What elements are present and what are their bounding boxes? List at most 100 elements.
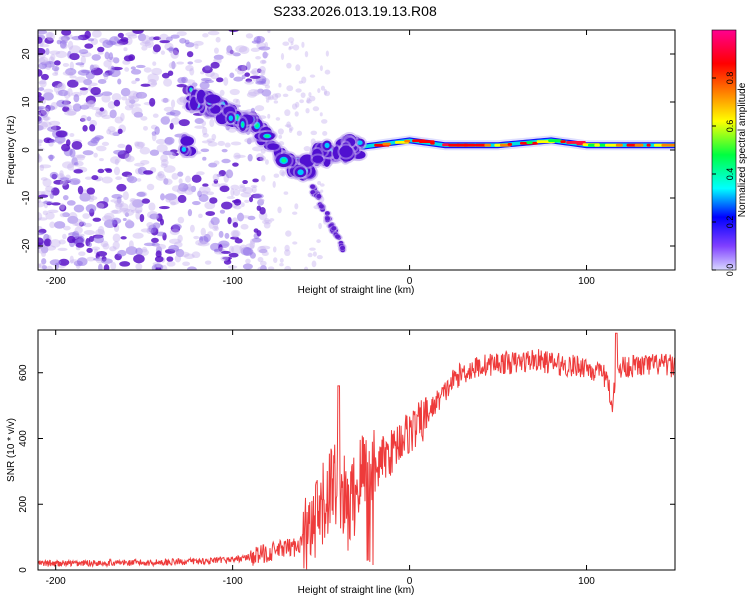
spectrogram-cell — [232, 98, 239, 104]
spectrogram-cell — [335, 234, 341, 239]
spectrogram-cell — [245, 78, 253, 83]
spectrogram-cell — [49, 154, 54, 162]
spectrogram-cell — [79, 192, 91, 202]
spectrogram-cell — [136, 92, 146, 99]
spectrogram-cell — [182, 261, 191, 267]
spectrogram-cell — [249, 252, 256, 259]
spectrogram-cell — [185, 175, 191, 183]
spectrogram-cell — [88, 197, 95, 202]
spectrogram-cell — [151, 237, 159, 243]
spectrogram-cell — [100, 240, 109, 248]
spectrogram-cell — [162, 97, 169, 103]
spectrogram-cell — [52, 125, 57, 133]
spectrogram-cell — [57, 82, 66, 92]
spectrogram-cell — [261, 175, 266, 182]
spectrogram-cell — [257, 199, 265, 206]
spectrogram-cell — [202, 133, 209, 138]
spectrogram-cell — [318, 222, 322, 230]
spectrogram-cell — [38, 47, 46, 56]
spectrogram-cell — [323, 90, 331, 97]
spectrogram-cell — [139, 146, 151, 155]
spectrogram-cell — [62, 233, 67, 240]
spectrogram-cell — [339, 145, 353, 158]
ridge-streak — [646, 143, 651, 147]
spectrogram-cell — [322, 131, 328, 136]
spectrogram-cell — [38, 92, 42, 97]
spectrogram-cell — [285, 230, 292, 237]
spectrogram-cell — [132, 199, 144, 208]
spectrogram-cell — [235, 45, 248, 53]
spectrogram-cell — [160, 154, 168, 163]
spectrogram-cell — [74, 154, 86, 159]
spectrogram-cell — [38, 87, 45, 91]
spectrogram-cell — [185, 64, 194, 72]
spectrogram-cell — [296, 130, 303, 136]
spectrogram-cell — [247, 215, 256, 221]
spectrogram-cell — [312, 106, 320, 112]
spectrogram-cell — [50, 187, 60, 196]
spectrogram-cell — [90, 65, 98, 70]
spectrogram-cell — [319, 112, 323, 117]
spectrogram-cell — [66, 200, 76, 206]
spectrogram-cell — [233, 205, 242, 210]
spectrogram-cell — [273, 257, 278, 263]
spectrogram-cell — [284, 244, 290, 252]
spectrogram-cell — [55, 130, 68, 138]
spectrogram-cell — [41, 251, 46, 257]
spectrogram-cell — [161, 72, 170, 79]
spectrogram-cell — [251, 68, 260, 76]
spectrogram-cell — [225, 257, 231, 262]
spectrogram-cell — [141, 198, 151, 204]
spectrogram-cell — [107, 101, 116, 109]
spectrogram-cell — [264, 134, 270, 138]
spectrogram-cell — [310, 130, 318, 136]
spectrogram-cell — [317, 88, 321, 94]
spectrogram-cell — [288, 46, 292, 51]
spectrogram-cell — [93, 235, 105, 244]
spectrogram-cell — [53, 179, 64, 185]
spectrogram-cell — [61, 161, 74, 169]
spectrogram-cell — [262, 51, 268, 59]
spectrogram-cell — [121, 171, 133, 177]
spectrogram-cell — [171, 172, 179, 180]
spectrogram-cell — [181, 146, 187, 152]
spectrogram-cell — [163, 178, 169, 185]
spectrogram-cell — [101, 94, 111, 103]
spectrogram-cell — [187, 209, 193, 217]
spectrogram-cell — [256, 156, 264, 162]
spectrogram-cell — [308, 92, 312, 98]
spectrogram-cell — [87, 242, 92, 248]
spectrogram-cell — [213, 47, 219, 54]
spectrogram-cell — [187, 183, 192, 192]
spectrogram-cell — [232, 230, 240, 238]
spectrogram-cell — [143, 125, 148, 131]
spectrogram-cell — [38, 225, 43, 230]
x-tick-label: 0 — [407, 276, 413, 287]
spectrogram-cell — [264, 84, 271, 89]
spectrogram-cell — [164, 193, 177, 201]
spectrogram-cell — [149, 149, 160, 156]
spectrogram-cell — [208, 162, 218, 168]
spectrogram-cell — [257, 245, 267, 254]
spectrogram-cell — [155, 231, 166, 237]
spectrogram-cell — [38, 80, 46, 85]
ridge-streak — [442, 143, 450, 147]
spectrogram-cell — [38, 62, 48, 70]
spectrogram-cell — [139, 41, 152, 47]
spectrogram-cell — [147, 73, 159, 83]
spectrogram-cell — [130, 199, 143, 203]
spectrogram-cell — [139, 248, 149, 256]
spectrogram-cell — [82, 124, 88, 132]
spectrogram-cell — [155, 173, 167, 181]
spectrogram-cell — [264, 41, 269, 49]
spectrogram-cell — [73, 218, 83, 227]
spectrogram-cell — [74, 226, 83, 234]
spectrogram-cell — [85, 71, 95, 80]
spectrogram-cell — [289, 126, 294, 131]
spectrogram-cell — [267, 30, 271, 34]
spectrogram-cell — [204, 64, 211, 71]
spectrogram-cell — [257, 266, 265, 270]
spectrogram-cell — [110, 199, 121, 203]
spectrogram-cell — [207, 231, 214, 238]
spectrogram-cell — [198, 186, 211, 194]
